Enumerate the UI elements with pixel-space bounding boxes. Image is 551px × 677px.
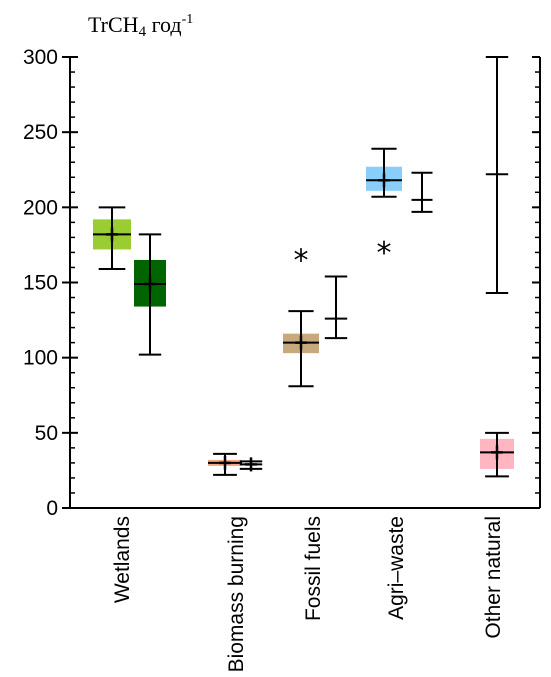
y-tick-label: 50 [35, 422, 58, 445]
category-label: Fossil fuels [302, 516, 325, 621]
y-tick-label: 250 [23, 121, 58, 144]
unit-base: TrCH [88, 12, 139, 37]
unit-suffix: год [146, 12, 182, 37]
outlier-marker: * [377, 236, 392, 271]
category-label: Agri–waste [385, 516, 408, 620]
category-label: Other natural [482, 516, 505, 639]
category-label: Biomass burning [225, 516, 248, 672]
y-tick-label: 100 [23, 347, 58, 370]
y-tick-label: 150 [23, 272, 58, 295]
y-tick-label: 300 [23, 46, 58, 69]
outlier-marker: * [294, 243, 309, 278]
unit-subscript: 4 [138, 24, 147, 40]
y-tick-label: 200 [23, 196, 58, 219]
y-tick-label: 0 [46, 497, 58, 520]
category-label: Wetlands [111, 516, 134, 603]
unit-superscript: -1 [181, 12, 194, 27]
y-unit-label: TrCH4 год-1 [88, 12, 193, 41]
